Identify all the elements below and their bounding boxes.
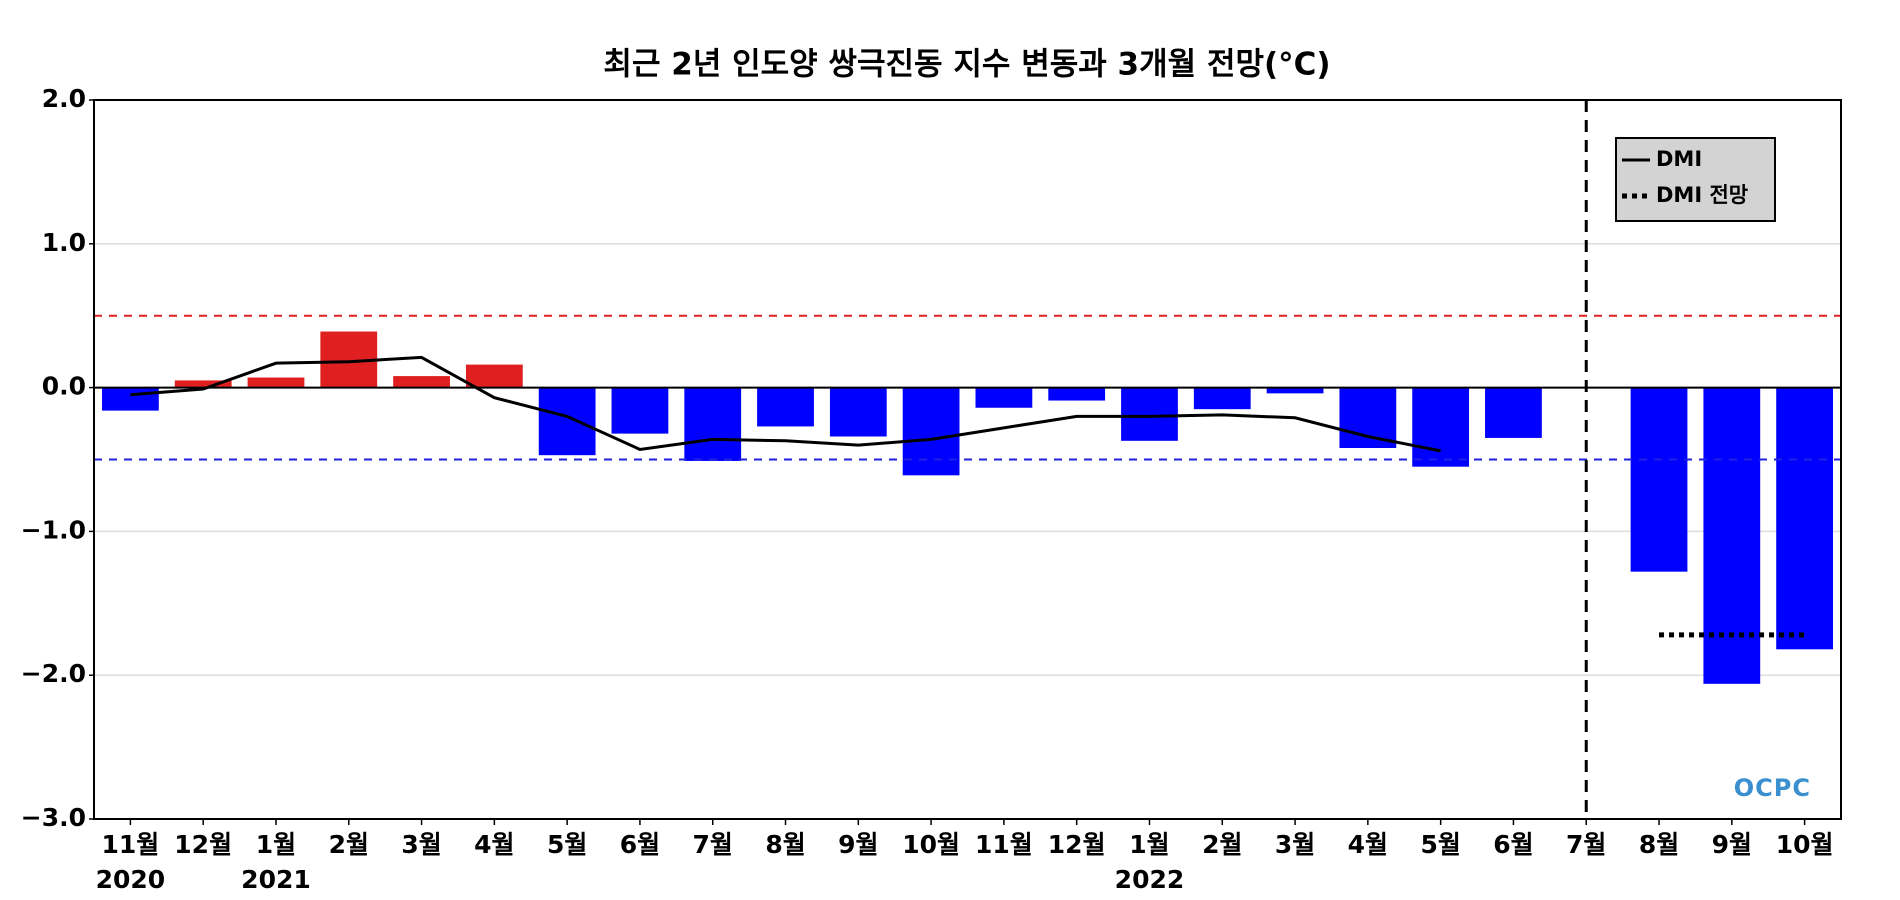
bar bbox=[393, 376, 450, 388]
bar bbox=[829, 387, 887, 437]
bar bbox=[611, 387, 669, 434]
year-label: 2022 bbox=[1115, 865, 1185, 894]
bar bbox=[684, 387, 742, 461]
bar bbox=[1266, 387, 1324, 394]
bar bbox=[1121, 387, 1178, 441]
y-tick-label: −3.0 bbox=[21, 803, 86, 832]
x-tick-label: 1월 bbox=[256, 830, 296, 859]
bar bbox=[465, 364, 523, 388]
x-tick-label: 11월 bbox=[101, 830, 159, 859]
year-label: 2021 bbox=[241, 865, 311, 894]
x-tick-label: 7월 bbox=[693, 830, 733, 859]
legend-label: DMI 전망 bbox=[1656, 183, 1748, 207]
x-tick-label: 2월 bbox=[329, 830, 369, 859]
legend-box bbox=[1615, 137, 1776, 222]
bar bbox=[757, 387, 814, 427]
y-tick-label: 2.0 bbox=[42, 84, 86, 113]
series-line bbox=[130, 355, 1441, 453]
bar bbox=[1630, 387, 1688, 572]
bar bbox=[174, 380, 232, 388]
plot-frame bbox=[93, 99, 1842, 820]
x-tick-label: 10월 bbox=[1776, 830, 1834, 859]
bar bbox=[1048, 387, 1106, 401]
chart-title: 최근 2년 인도양 쌍극진동 지수 변동과 3개월 전망(°C) bbox=[603, 47, 1330, 83]
x-tick-label: 4월 bbox=[1348, 830, 1388, 859]
y-tick-label: 1.0 bbox=[42, 228, 86, 257]
x-tick-label: 11월 bbox=[975, 830, 1033, 859]
x-tick-label: 4월 bbox=[474, 830, 514, 859]
x-tick-label: 2월 bbox=[1202, 830, 1242, 859]
bar bbox=[1485, 387, 1542, 438]
x-tick-label: 12월 bbox=[174, 830, 232, 859]
logo: OCPC bbox=[1734, 774, 1811, 802]
x-tick-label: 5월 bbox=[1420, 830, 1460, 859]
bar bbox=[1193, 387, 1251, 410]
x-tick-label: 3월 bbox=[1275, 830, 1315, 859]
x-tick-label: 7월 bbox=[1566, 830, 1606, 859]
bar bbox=[975, 387, 1033, 408]
x-tick-label: 8월 bbox=[765, 830, 805, 859]
x-tick-label: 8월 bbox=[1639, 830, 1679, 859]
bar bbox=[538, 387, 596, 456]
x-tick-label: 12월 bbox=[1048, 830, 1106, 859]
x-tick-label: 1월 bbox=[1129, 830, 1169, 859]
bar bbox=[102, 387, 159, 411]
x-tick-label: 9월 bbox=[1712, 830, 1752, 859]
y-tick-label: −2.0 bbox=[21, 659, 86, 688]
x-tick-label: 10월 bbox=[902, 830, 960, 859]
bar bbox=[1412, 387, 1470, 467]
x-tick-label: 3월 bbox=[401, 830, 441, 859]
x-tick-label: 6월 bbox=[620, 830, 660, 859]
x-tick-label: 5월 bbox=[547, 830, 587, 859]
bar bbox=[1776, 387, 1833, 650]
x-tick-label: 9월 bbox=[838, 830, 878, 859]
legend-label: DMI bbox=[1656, 147, 1702, 171]
bar bbox=[247, 377, 305, 388]
bar bbox=[902, 387, 960, 476]
x-tick-label: 6월 bbox=[1493, 830, 1533, 859]
bar bbox=[1703, 387, 1761, 684]
y-tick-label: −1.0 bbox=[21, 515, 86, 544]
y-tick-label: 0.0 bbox=[42, 372, 86, 401]
year-label: 2020 bbox=[96, 865, 166, 894]
